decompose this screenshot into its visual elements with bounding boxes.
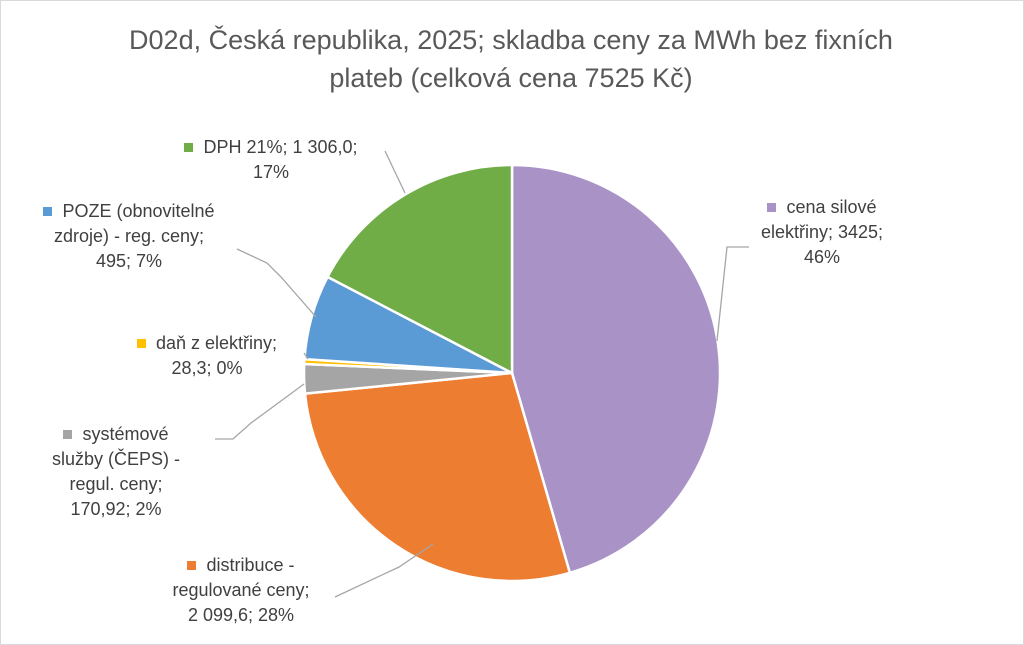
pie-slice-1 [303, 371, 572, 583]
legend-key [43, 207, 53, 216]
pie-slice-5 [326, 163, 514, 375]
leader-line-distribuce [334, 543, 434, 598]
legend-key [63, 430, 73, 439]
legend-key [136, 339, 146, 348]
data-label-systemove-sluzby: systémové služby (ČEPS) - regul. ceny; 1… [51, 424, 181, 519]
leader-line-poze [236, 248, 317, 318]
leader-line-systemove-sluzby [215, 383, 305, 440]
data-label-poze: POZE (obnovitelné zdroje) - reg. ceny; 4… [21, 199, 237, 274]
pie-slice-0 [510, 163, 722, 575]
legend-key [187, 561, 197, 570]
data-label-cena-silove: cena silové elektřiny; 3425; 46% [760, 197, 884, 267]
data-label-distribuce: distribuce - regulované ceny; 2 099,6; 2… [172, 555, 310, 625]
data-label-dan: daň z elektřiny; 28,3; 0% [117, 331, 297, 381]
legend-key [184, 143, 194, 152]
leader-line-dan [303, 352, 309, 360]
leader-line-dph [384, 150, 406, 194]
leader-line-cena-silove [716, 246, 749, 342]
data-label-dph: DPH 21%; 1 306,0; 17% [163, 135, 379, 185]
legend-key [767, 203, 777, 212]
chart-title: D02d, Česká republika, 2025; skladba cen… [129, 25, 893, 93]
